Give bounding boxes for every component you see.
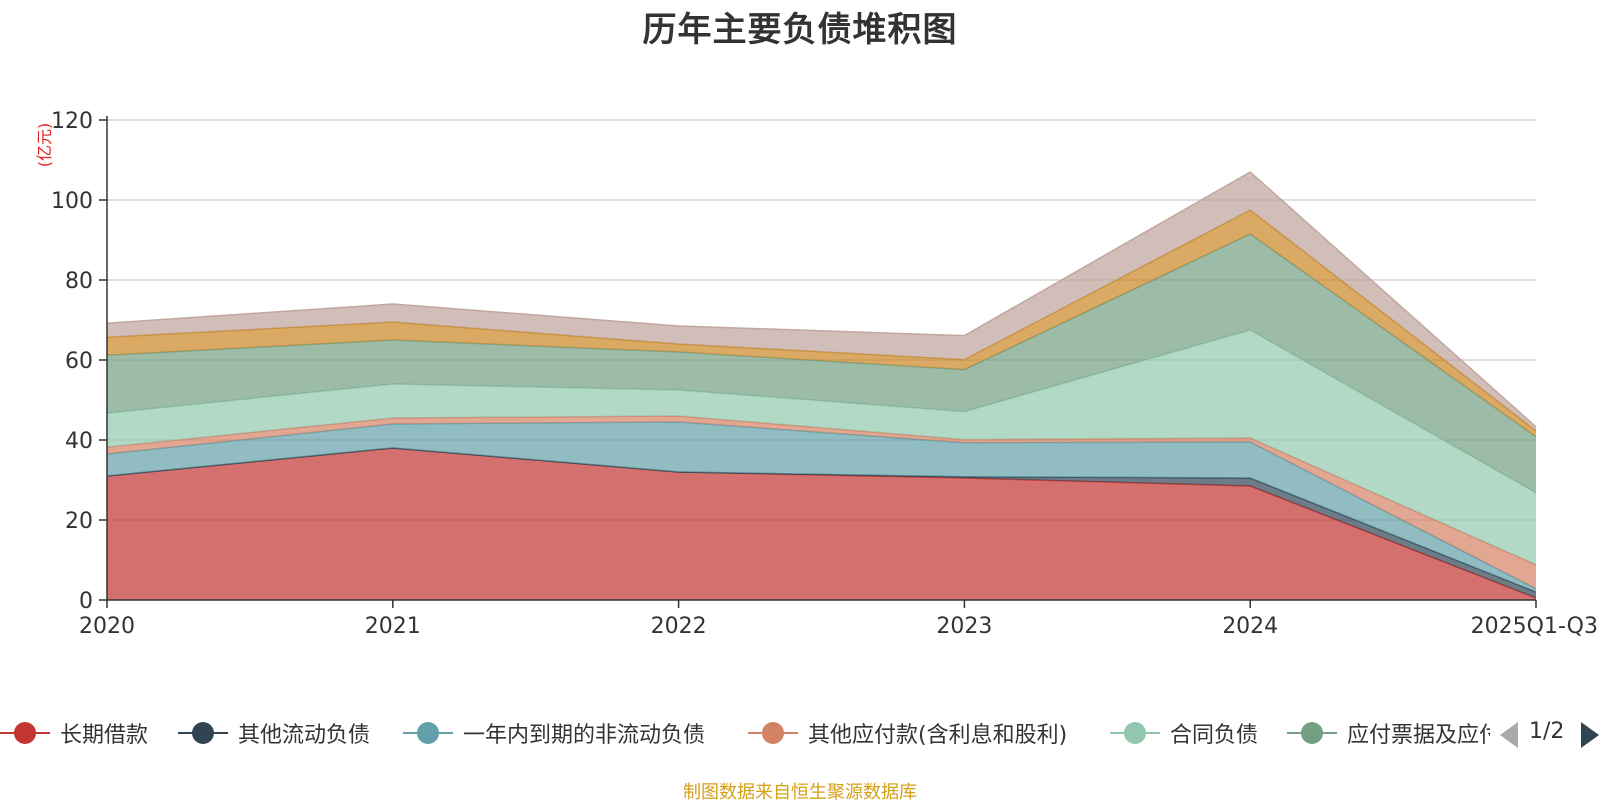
y-tick-label: 80 — [65, 269, 93, 294]
y-tick-label: 0 — [79, 589, 93, 614]
x-tick-label: 2022 — [651, 614, 707, 639]
legend-label: 长期借款 — [60, 723, 149, 748]
legend-label: 其他流动负债 — [238, 723, 371, 748]
legend-swatch-icon — [178, 720, 228, 746]
x-tick-label: 2023 — [936, 614, 992, 639]
x-tick-label: 2024 — [1222, 614, 1278, 639]
y-tick-label: 40 — [65, 429, 93, 454]
area-series-5[interactable] — [107, 234, 1536, 493]
legend-item[interactable]: 一年内到期的非流动负债 — [403, 713, 705, 753]
legend-page-indicator: 1/2 — [1529, 719, 1565, 744]
x-tick-label: 2021 — [365, 614, 421, 639]
legend-swatch-icon — [403, 720, 453, 746]
chart-plot: 0 20 40 60 80 100 120 2020 2021 2022 2023 2024 2025Q… — [35, 109, 1598, 639]
y-tick-label: 60 — [65, 349, 93, 374]
x-tick-label: 2020 — [79, 614, 135, 639]
y-tick-label: 20 — [65, 509, 93, 534]
legend-item[interactable]: 应付票据及应付账款 — [1287, 713, 1490, 753]
legend-item[interactable]: 其他流动负债 — [178, 713, 370, 753]
y-axis-unit: (亿元) — [35, 123, 54, 168]
area-series-0[interactable] — [107, 448, 1536, 600]
legend-swatch-icon — [1110, 720, 1160, 746]
legend-label: 应付票据及应付账款 — [1347, 723, 1490, 748]
legend-label: 其他应付款(含利息和股利) — [808, 723, 1068, 748]
x-tick-label: 2025Q1-Q3 — [1471, 614, 1598, 639]
legend-swatch-icon — [748, 720, 798, 746]
area-series-4[interactable] — [107, 330, 1536, 565]
legend-label: 合同负债 — [1170, 723, 1259, 748]
legend-swatch-icon — [1287, 720, 1337, 746]
legend: 长期借款 其他流动负债 一年内到期的非流动负债 其他应付款(含利息和股利) 合同负债 应付… — [0, 713, 1600, 753]
data-source-note: 制图数据来自恒生聚源数据库 — [683, 782, 917, 803]
legend-next-page-icon[interactable] — [1581, 722, 1599, 748]
area-series-2[interactable] — [107, 422, 1536, 592]
area-series — [106, 171, 1537, 600]
legend-item[interactable]: 长期借款 — [0, 713, 148, 753]
area-series-6[interactable] — [107, 210, 1536, 437]
axes: 0 20 40 60 80 100 120 2020 2021 2022 2023 2024 2025Q… — [51, 109, 1598, 639]
y-tick-label: 120 — [51, 109, 93, 134]
y-tick-label: 100 — [51, 189, 93, 214]
legend-prev-page-icon[interactable] — [1500, 722, 1518, 748]
series-line-7 — [106, 171, 1537, 428]
legend-items: 长期借款 其他流动负债 一年内到期的非流动负债 其他应付款(含利息和股利) 合同负债 应付… — [0, 713, 1490, 753]
legend-label: 一年内到期的非流动负债 — [463, 723, 706, 748]
legend-swatch-icon — [0, 720, 50, 746]
legend-item[interactable]: 其他应付款(含利息和股利) — [748, 713, 1067, 753]
legend-item[interactable]: 合同负债 — [1110, 713, 1258, 753]
area-series-7[interactable] — [107, 172, 1536, 431]
chart-title: 历年主要负债堆积图 — [642, 10, 958, 50]
